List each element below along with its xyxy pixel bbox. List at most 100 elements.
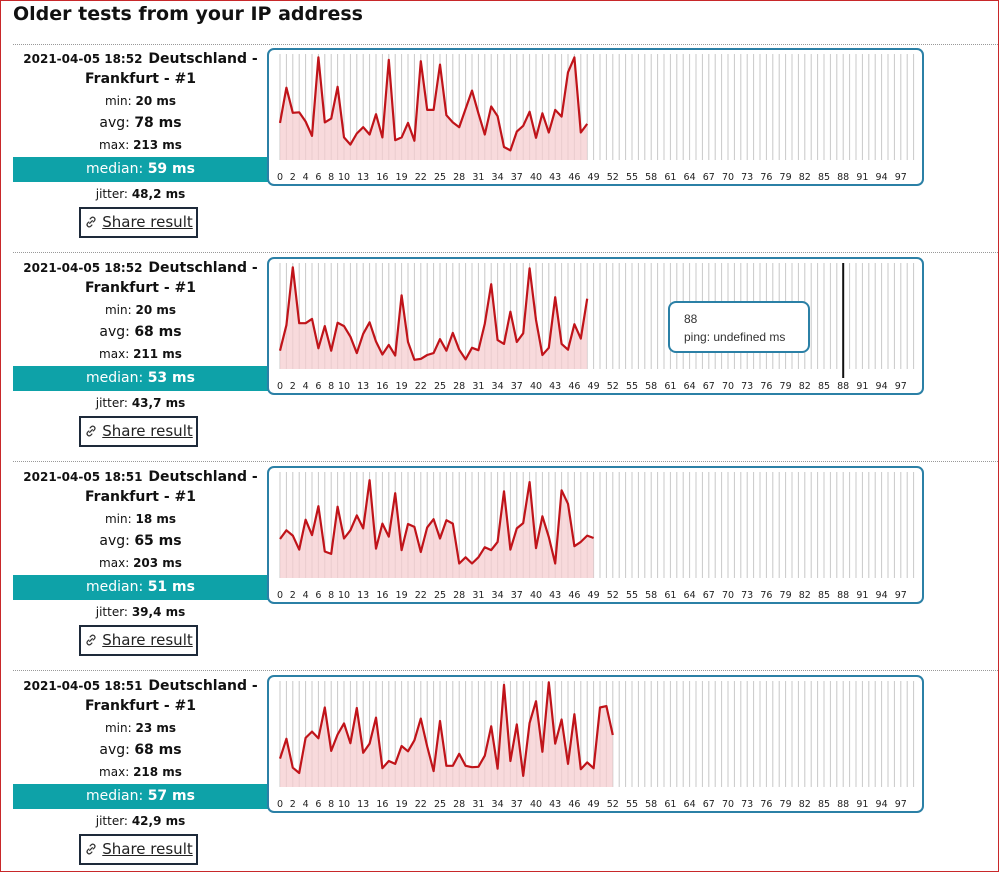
chart-tooltip: 88 ping: undefined ms	[668, 301, 810, 353]
x-tick-label: 10	[338, 799, 350, 810]
x-tick-label: 25	[434, 799, 446, 810]
share-result-button[interactable]: Share result	[79, 416, 198, 447]
x-tick-label: 85	[818, 590, 830, 601]
x-tick-label: 6	[315, 799, 321, 810]
x-tick-label: 10	[338, 172, 350, 183]
share-result-button[interactable]: Share result	[79, 834, 198, 865]
x-tick-label: 4	[303, 381, 309, 392]
x-tick-label: 97	[895, 172, 907, 183]
test-datetime: 2021-04-05 18:51	[23, 470, 142, 484]
avg-value: avg: 78 ms	[13, 115, 268, 131]
x-tick-label: 88	[837, 172, 849, 183]
min-value: min: 23 ms	[13, 721, 268, 735]
median-bar: median: 59 ms	[13, 157, 268, 182]
avg-value: avg: 68 ms	[13, 324, 268, 340]
x-tick-label: 6	[315, 172, 321, 183]
x-tick-label: 76	[760, 381, 772, 392]
max-value: max: 213 ms	[13, 138, 268, 152]
x-tick-label: 8	[328, 799, 334, 810]
x-tick-label: 31	[472, 799, 484, 810]
tooltip-text: ping: undefined ms	[684, 328, 808, 346]
x-tick-label: 43	[549, 799, 561, 810]
test-location-2: Frankfurt - #1	[13, 489, 268, 505]
x-tick-label: 2	[290, 590, 296, 601]
max-value: max: 218 ms	[13, 765, 268, 779]
x-tick-label: 55	[626, 590, 638, 601]
x-tick-label: 43	[549, 590, 561, 601]
test-datetime: 2021-04-05 18:51	[23, 679, 142, 693]
x-tick-label: 79	[780, 799, 792, 810]
x-tick-label: 70	[722, 590, 734, 601]
avg-value: avg: 68 ms	[13, 742, 268, 758]
x-tick-label: 46	[568, 381, 580, 392]
x-tick-label: 34	[492, 381, 504, 392]
x-tick-label: 34	[492, 799, 504, 810]
x-tick-label: 34	[492, 590, 504, 601]
share-result-button[interactable]: Share result	[79, 625, 198, 656]
x-tick-label: 94	[876, 381, 888, 392]
x-tick-label: 91	[856, 172, 868, 183]
x-tick-label: 88	[837, 590, 849, 601]
x-tick-label: 94	[876, 590, 888, 601]
x-tick-label: 16	[376, 799, 388, 810]
x-tick-label: 91	[856, 590, 868, 601]
x-tick-label: 37	[511, 590, 523, 601]
x-tick-label: 85	[818, 799, 830, 810]
x-tick-label: 43	[549, 172, 561, 183]
x-tick-label: 0	[277, 381, 283, 392]
jitter-value: jitter: 39,4 ms	[13, 605, 268, 619]
x-tick-label: 34	[492, 172, 504, 183]
x-tick-label: 58	[645, 590, 657, 601]
max-value: max: 203 ms	[13, 556, 268, 570]
x-tick-label: 46	[568, 172, 580, 183]
x-tick-label: 76	[760, 172, 772, 183]
x-tick-label: 73	[741, 172, 753, 183]
x-tick-label: 8	[328, 590, 334, 601]
x-tick-label: 37	[511, 799, 523, 810]
max-value: max: 211 ms	[13, 347, 268, 361]
x-tick-label: 82	[799, 381, 811, 392]
test-location-2: Frankfurt - #1	[13, 698, 268, 714]
x-tick-label: 61	[664, 172, 676, 183]
x-tick-label: 97	[895, 590, 907, 601]
x-tick-label: 55	[626, 381, 638, 392]
avg-value: avg: 65 ms	[13, 533, 268, 549]
x-tick-label: 52	[607, 381, 619, 392]
x-tick-label: 61	[664, 381, 676, 392]
x-tick-label: 85	[818, 381, 830, 392]
x-tick-label: 28	[453, 590, 465, 601]
x-tick-label: 4	[303, 799, 309, 810]
x-tick-label: 16	[376, 172, 388, 183]
x-tick-label: 97	[895, 799, 907, 810]
x-tick-label: 64	[684, 799, 696, 810]
x-tick-label: 91	[856, 381, 868, 392]
x-tick-label: 49	[588, 590, 600, 601]
x-tick-label: 37	[511, 381, 523, 392]
x-tick-label: 8	[328, 381, 334, 392]
jitter-value: jitter: 43,7 ms	[13, 396, 268, 410]
x-tick-label: 0	[277, 799, 283, 810]
x-tick-label: 55	[626, 172, 638, 183]
x-tick-label: 61	[664, 799, 676, 810]
median-bar: median: 53 ms	[13, 366, 268, 391]
share-result-button[interactable]: Share result	[79, 207, 198, 238]
x-tick-label: 82	[799, 799, 811, 810]
x-tick-label: 79	[780, 590, 792, 601]
x-tick-label: 28	[453, 381, 465, 392]
page-title: Older tests from your IP address	[13, 3, 363, 25]
x-tick-label: 82	[799, 590, 811, 601]
x-tick-label: 28	[453, 799, 465, 810]
x-tick-label: 4	[303, 172, 309, 183]
x-tick-label: 6	[315, 590, 321, 601]
